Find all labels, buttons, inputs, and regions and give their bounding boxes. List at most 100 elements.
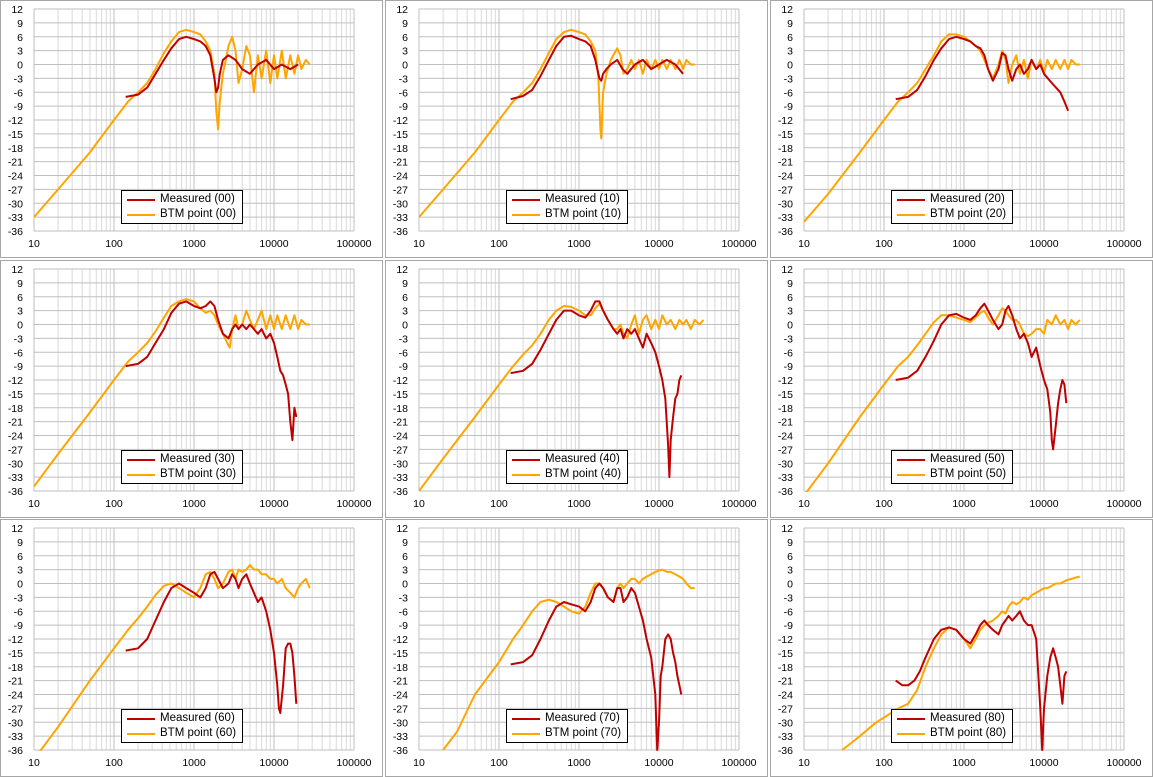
y-tick-label: -33 — [8, 731, 23, 743]
y-tick-label: 9 — [787, 278, 793, 290]
y-tick-label: 6 — [787, 551, 793, 563]
btm-point-series-line — [38, 564, 311, 751]
legend-swatch — [512, 717, 540, 720]
x-tick-label: 100000 — [1106, 238, 1141, 250]
chart-panel-8: 12 9 6 3 0 -3 -6 -9 -12 -15 -18 -21 -24 -27 -30 -33 -36 1… — [770, 519, 1153, 777]
x-tick-label: 1000 — [952, 238, 976, 250]
btm-point-series-line — [419, 302, 705, 492]
y-tick-label: -18 — [8, 403, 23, 415]
chart-svg: 12 9 6 3 0-3 -6 -9 -12 -15 -18 -21 -24-27 -30 -33 -36 1… — [8, 264, 372, 510]
x-tick-label: 100 — [490, 757, 508, 769]
x-tick-label: 10 — [28, 757, 40, 769]
y-tick-label: 12 — [11, 4, 23, 16]
y-tick-label: -21 — [393, 676, 408, 688]
y-tick-label: -9 — [14, 361, 23, 373]
legend-swatch — [897, 732, 925, 735]
y-tick-label: -12 — [778, 115, 793, 127]
legend-label: BTM point (30) — [160, 468, 237, 480]
y-tick-label: -18 — [8, 143, 23, 155]
chart-panel-2: 12 9 6 3 0 -3 -6 -9 -12 -15 -18 -21 -24 -27 -30 -33 -36 1… — [770, 0, 1153, 258]
y-tick-label: -3 — [784, 592, 793, 604]
y-tick-label: -24 — [778, 171, 793, 183]
y-tick-label: -27 — [8, 444, 23, 456]
y-tick-label: -9 — [14, 101, 23, 113]
y-tick-label: -15 — [778, 389, 793, 401]
legend-label: Measured (70) — [545, 712, 620, 724]
x-tick-label: 10000 — [1029, 498, 1058, 510]
legend-entry: Measured (10) — [512, 192, 621, 207]
chart-svg: 12 9 6 3 0-3 -6 -9 -12 -15 -18 -21 -24-27 -30 -33 -36 1… — [778, 523, 1142, 769]
x-tick-label: 10 — [413, 757, 425, 769]
y-tick-label: 6 — [787, 32, 793, 44]
y-tick-label: -27 — [778, 444, 793, 456]
y-tick-label: -30 — [778, 198, 793, 210]
y-tick-label: -6 — [399, 87, 408, 99]
legend-swatch — [512, 458, 540, 461]
legend-swatch — [512, 732, 540, 735]
legend-entry: BTM point (30) — [127, 467, 236, 482]
legend-entry: Measured (30) — [127, 452, 236, 467]
y-tick-label: 12 — [11, 523, 23, 535]
y-tick-label: -33 — [778, 731, 793, 743]
y-tick-label: 3 — [787, 306, 793, 318]
x-tick-label: 100 — [105, 498, 123, 510]
y-tick-label: -9 — [399, 101, 408, 113]
legend-entry: Measured (60) — [127, 711, 236, 726]
btm-point-series-line — [34, 28, 311, 218]
y-tick-label: -3 — [14, 333, 23, 345]
y-tick-label: -33 — [393, 731, 408, 743]
y-tick-label: -30 — [778, 458, 793, 470]
y-tick-label: -27 — [778, 184, 793, 196]
y-tick-label: -21 — [778, 676, 793, 688]
chart-svg: 12 9 6 3 0-3 -6 -9 -12 -15 -18 -21 -24-27 -30 -33 -36 1… — [778, 4, 1142, 250]
x-tick-label: 10000 — [259, 498, 288, 510]
x-tick-label: 1000 — [182, 757, 206, 769]
x-tick-label: 100000 — [1106, 498, 1141, 510]
y-tick-label: -24 — [8, 171, 23, 183]
y-tick-label: -6 — [784, 347, 793, 359]
y-tick-label: 0 — [402, 579, 408, 591]
legend-swatch — [127, 213, 155, 216]
y-tick-label: -9 — [399, 620, 408, 632]
x-tick-label: 1000 — [952, 757, 976, 769]
x-tick-label: 100000 — [721, 498, 756, 510]
legend-swatch — [512, 198, 540, 201]
legend-label: BTM point (80) — [930, 727, 1007, 739]
y-tick-label: -18 — [393, 403, 408, 415]
x-tick-label: 1000 — [952, 498, 976, 510]
y-tick-label: -24 — [393, 690, 408, 702]
y-tick-label: -12 — [393, 375, 408, 387]
y-tick-label: 9 — [402, 278, 408, 290]
y-tick-label: 3 — [17, 565, 23, 577]
y-tick-label: 12 — [781, 523, 793, 535]
y-tick-label: -6 — [14, 347, 23, 359]
y-tick-label: -15 — [778, 129, 793, 141]
y-tick-label: -27 — [8, 703, 23, 715]
y-tick-label: 0 — [17, 60, 23, 72]
y-tick-label: 9 — [402, 537, 408, 549]
x-tick-label: 10000 — [1029, 238, 1058, 250]
y-tick-label: 12 — [396, 523, 408, 535]
y-tick-label: -30 — [393, 458, 408, 470]
y-tick-label: 3 — [402, 46, 408, 58]
y-tick-label: 0 — [17, 320, 23, 332]
y-tick-label: 3 — [17, 46, 23, 58]
legend-label: Measured (80) — [930, 712, 1005, 724]
y-tick-label: -36 — [8, 486, 23, 498]
y-tick-label: -6 — [784, 87, 793, 99]
x-tick-label: 100000 — [336, 498, 371, 510]
y-tick-label: -30 — [393, 198, 408, 210]
x-tick-label: 1000 — [182, 238, 206, 250]
measured-series-line — [895, 302, 1068, 451]
legend-swatch — [897, 473, 925, 476]
legend-label: BTM point (50) — [930, 468, 1007, 480]
legend-entry: Measured (70) — [512, 711, 621, 726]
legend: Measured (10) BTM point (10) — [506, 190, 629, 224]
btm-point-series-line — [419, 28, 695, 218]
legend-entry: Measured (80) — [897, 711, 1006, 726]
y-tick-label: -27 — [393, 444, 408, 456]
y-tick-label: 0 — [17, 579, 23, 591]
y-tick-label: -33 — [8, 212, 23, 224]
y-tick-label: -12 — [8, 115, 23, 127]
legend-swatch — [127, 198, 155, 201]
